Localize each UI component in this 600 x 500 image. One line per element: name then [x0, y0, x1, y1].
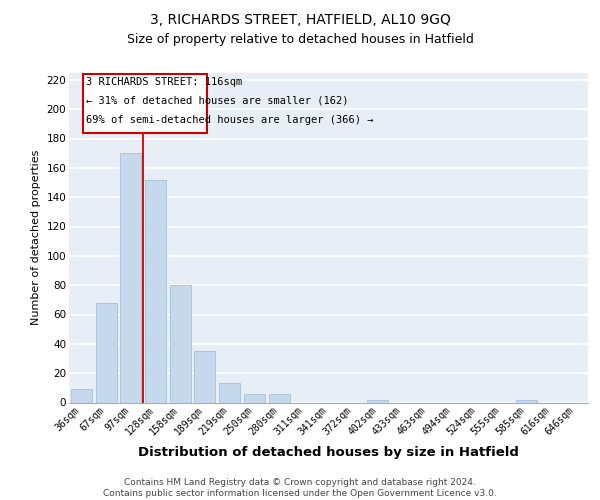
X-axis label: Distribution of detached houses by size in Hatfield: Distribution of detached houses by size …	[138, 446, 519, 458]
Bar	[95, 303, 116, 402]
Bar	[244, 394, 265, 402]
Bar	[269, 394, 290, 402]
Bar	[83, 74, 207, 132]
Text: Contains HM Land Registry data © Crown copyright and database right 2024.
Contai: Contains HM Land Registry data © Crown c…	[103, 478, 497, 498]
Y-axis label: Number of detached properties: Number of detached properties	[31, 150, 41, 325]
Bar	[367, 400, 388, 402]
Bar	[219, 384, 240, 402]
Bar	[516, 400, 537, 402]
Bar	[194, 351, 215, 403]
Bar	[71, 390, 92, 402]
Bar	[145, 180, 166, 402]
Text: 3 RICHARDS STREET: 116sqm: 3 RICHARDS STREET: 116sqm	[86, 77, 242, 87]
Text: Size of property relative to detached houses in Hatfield: Size of property relative to detached ho…	[127, 32, 473, 46]
Bar	[170, 285, 191, 403]
Text: 3, RICHARDS STREET, HATFIELD, AL10 9GQ: 3, RICHARDS STREET, HATFIELD, AL10 9GQ	[149, 12, 451, 26]
Bar	[120, 153, 141, 402]
Text: ← 31% of detached houses are smaller (162): ← 31% of detached houses are smaller (16…	[86, 96, 349, 106]
Text: 69% of semi-detached houses are larger (366) →: 69% of semi-detached houses are larger (…	[86, 115, 374, 125]
